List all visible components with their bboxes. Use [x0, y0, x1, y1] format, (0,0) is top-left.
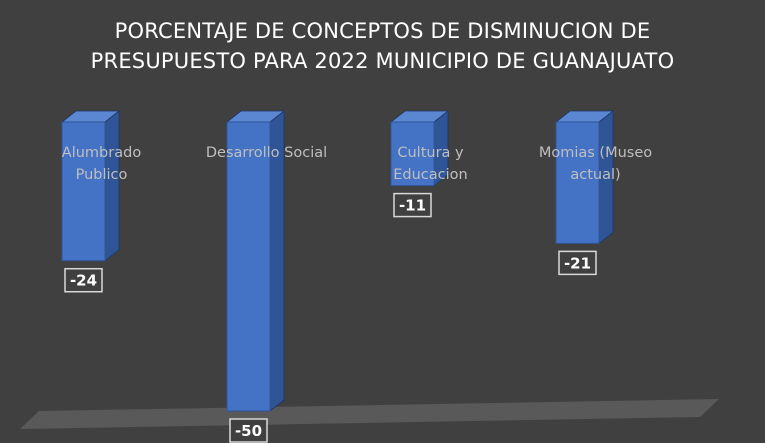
category-label-2: Cultura y Educacion — [393, 145, 467, 183]
chart-title: PORCENTAJE DE CONCEPTOS DE DISMINUCION D… — [0, 16, 765, 76]
value-label-box-0 — [64, 267, 103, 293]
value-label-box-3 — [558, 250, 597, 276]
chart-title-line-1: PORCENTAJE DE CONCEPTOS DE DISMINUCION D… — [114, 19, 651, 43]
category-label-3: Momias (Museo actual) — [539, 145, 652, 183]
bar-1 — [226, 121, 271, 412]
value-label-2: -11 — [399, 197, 426, 215]
bar-2 — [390, 121, 435, 187]
value-label-3: -21 — [564, 254, 591, 272]
bar-0 — [61, 121, 106, 262]
category-label-1: Desarrollo Social — [206, 145, 327, 161]
chart-title-line-2: PRESUPUESTO PARA 2022 MUNICIPIO DE GUANA… — [90, 49, 675, 73]
bar-3 — [555, 121, 600, 244]
value-label-0: -24 — [70, 272, 97, 290]
bar-side-0 — [104, 110, 120, 262]
category-label-0: Alumbrado Publico — [62, 145, 142, 183]
value-label-box-1 — [229, 418, 268, 443]
value-label-1: -50 — [235, 422, 262, 440]
chart-floor — [20, 399, 719, 429]
value-label-box-2 — [393, 192, 432, 218]
